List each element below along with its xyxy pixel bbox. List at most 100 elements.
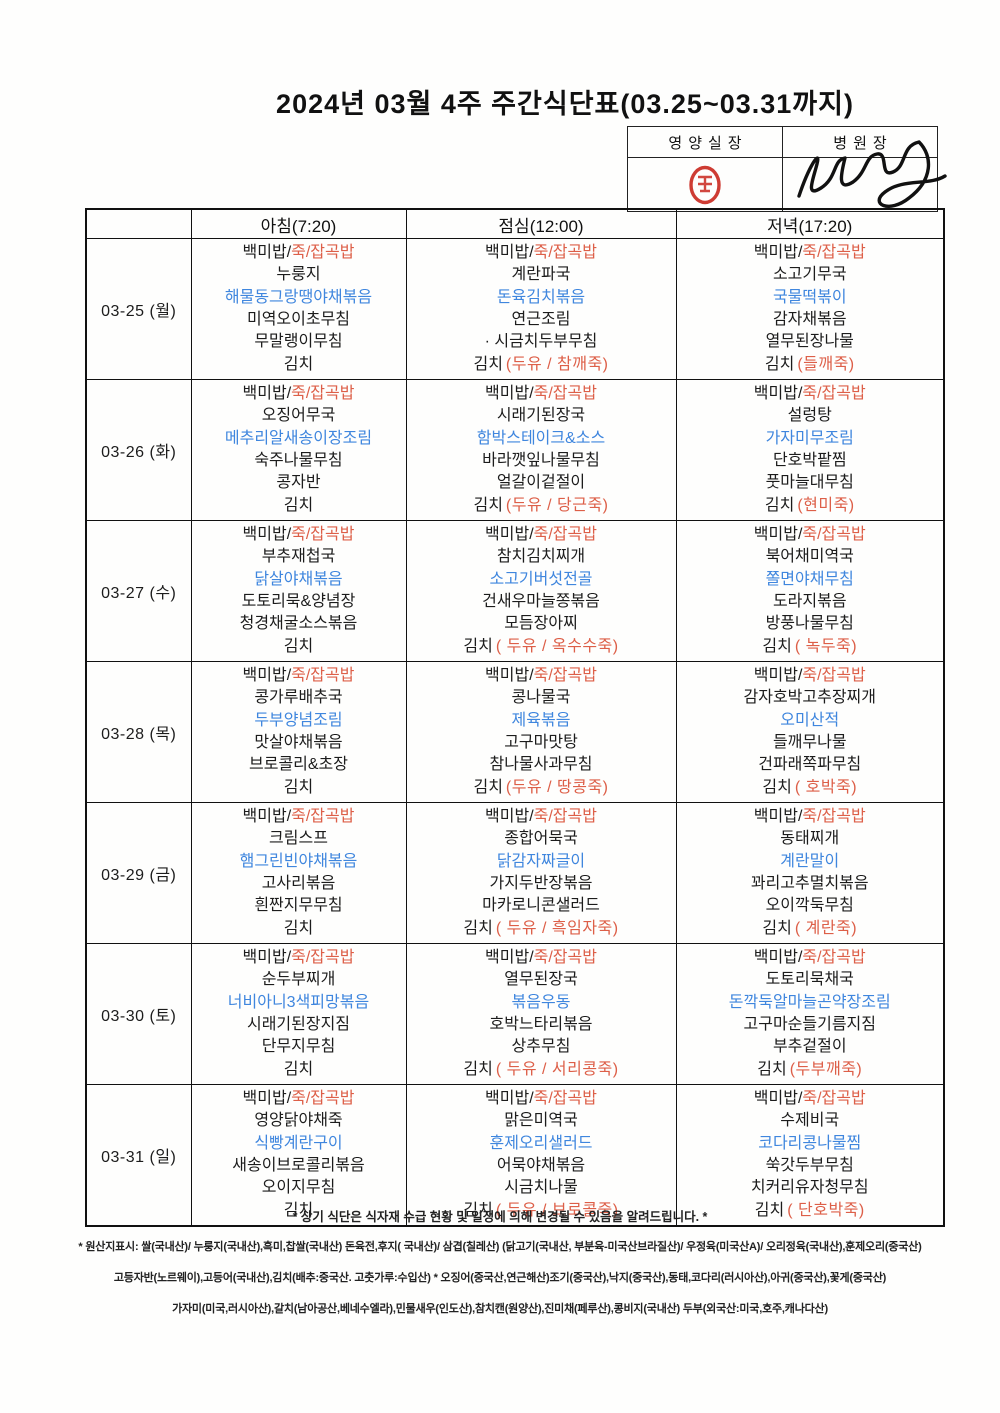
kimchi-label: 김치 bbox=[283, 637, 314, 655]
lunch-menu-cell: 백미밥/죽/잡곡밥 콩나물국 제육볶음 고구마맛탕 참나물사과무침 김치 (두유 / 땅콩죽… bbox=[405, 661, 677, 803]
kimchi-label: 김치 bbox=[463, 1201, 493, 1219]
table-row: 03-25 (월) 백미밥/죽/잡곡밥 누룽지 해물동그랑땡야채볶음 미역오이초무침 무말… bbox=[85, 238, 945, 380]
menu-item: 가지두반장볶음 bbox=[489, 875, 593, 892]
rice-label: 백미밥/ bbox=[485, 666, 534, 684]
kimchi-label: 김치 bbox=[473, 778, 503, 796]
menu-item: 치커리유자청무침 bbox=[750, 1179, 869, 1197]
main-dish-item: 해물동그랑땡야채볶음 bbox=[224, 288, 373, 306]
menu-item: · 시금치두부무침 bbox=[484, 333, 598, 351]
menu-item: 순두부찌개 bbox=[261, 971, 336, 989]
rice-stamp-label: 죽/잡곡밥 bbox=[802, 948, 866, 966]
table-header-row: 아침(7:20) 점심(12:00) 저녁(17:20) bbox=[85, 208, 945, 239]
menu-item: 새송이브로콜리볶음 bbox=[232, 1157, 365, 1174]
kimchi-line: 김치( 호박죽) bbox=[677, 777, 944, 799]
rice-stamp-label: 죽/잡곡밥 bbox=[802, 384, 866, 402]
day-label: 03-29 (금) bbox=[85, 802, 192, 944]
rice-label: 백미밥/ bbox=[242, 384, 292, 402]
kimchi-porridge-note: ( 계란죽) bbox=[794, 919, 858, 937]
kimchi-line: 김치 (현미죽) bbox=[677, 495, 944, 517]
rice-line: 백미밥/죽/잡곡밥 bbox=[407, 1088, 676, 1110]
dinner-menu-cell: 백미밥/죽/잡곡밥 도토리묵채국 돈깍둑알마늘곤약장조림 고구마순들기름지짐 부추겉절이… bbox=[675, 943, 945, 1085]
origin-note-line: * 원산지표시: 쌀(국내산)/ 누룽지(국내산),흑미,찹쌀(국내산) 돈육전… bbox=[78, 1241, 922, 1253]
menu-item: 시금치나물 bbox=[504, 1179, 578, 1197]
day-label: 03-31 (일) bbox=[85, 1084, 192, 1227]
kimchi-porridge-note: ( 단호박죽) bbox=[787, 1201, 865, 1219]
kimchi-label: 김치 bbox=[473, 355, 503, 373]
main-dish-item: 가자미무조림 bbox=[765, 429, 854, 447]
kimchi-line: 김치 bbox=[192, 918, 406, 940]
day-label: 03-28 (목) bbox=[85, 661, 192, 803]
kimchi-porridge-note: ( 두유 / 옥수수죽) bbox=[495, 637, 619, 655]
menu-item: 수제비국 bbox=[780, 1112, 840, 1130]
menu-item: 쑥갓두부무침 bbox=[765, 1157, 854, 1174]
kimchi-label: 김치 bbox=[762, 778, 792, 796]
kimchi-label: 김치 bbox=[762, 637, 792, 655]
menu-item: 연근조림 bbox=[511, 311, 571, 328]
rice-line: 백미밥/죽/잡곡밥 bbox=[407, 806, 676, 828]
rice-line: 백미밥/죽/잡곡밥 bbox=[407, 947, 676, 969]
table-row: 03-29 (금) 백미밥/죽/잡곡밥 크림스프 햄그린빈야채볶음 고사리볶음 흰짠지무무… bbox=[85, 802, 945, 944]
rice-stamp-label: 죽/잡곡밥 bbox=[533, 525, 597, 543]
menu-item: 어묵야채볶음 bbox=[496, 1157, 586, 1174]
menu-item: 맑은미역국 bbox=[504, 1112, 578, 1130]
rice-line: 백미밥/죽/잡곡밥 bbox=[407, 242, 676, 264]
kimchi-line: 김치 (들깨죽) bbox=[677, 354, 944, 376]
menu-item: 청경채굴소스볶음 bbox=[239, 615, 358, 633]
lunch-menu-cell: 백미밥/죽/잡곡밥 계란파국 돈육김치볶음 연근조림 · 시금치두부무침 김치 (두유 / … bbox=[405, 238, 677, 380]
rice-stamp-label: 죽/잡곡밥 bbox=[291, 243, 355, 261]
menu-item: 계란파국 bbox=[511, 266, 571, 284]
kimchi-porridge-note: (두유 / 참깨죽) bbox=[505, 355, 609, 373]
rice-stamp-label: 죽/잡곡밥 bbox=[291, 666, 355, 684]
rice-label: 백미밥/ bbox=[753, 384, 803, 402]
menu-item: 도라지볶음 bbox=[772, 593, 847, 610]
dinner-menu-cell: 백미밥/죽/잡곡밥 동태찌개 계란말이 꽈리고추멸치볶음 오이깍둑무침 김치( 계란죽) bbox=[675, 802, 945, 944]
rice-line: 백미밥/죽/잡곡밥 bbox=[407, 665, 676, 687]
menu-item: 오이지무침 bbox=[261, 1179, 336, 1197]
menu-item: 맛살야채볶음 bbox=[254, 734, 343, 751]
rice-stamp-label: 죽/잡곡밥 bbox=[533, 807, 597, 825]
rice-stamp-label: 죽/잡곡밥 bbox=[533, 666, 597, 684]
menu-item: 크림스프 bbox=[269, 830, 328, 848]
rice-line: 백미밥/죽/잡곡밥 bbox=[677, 383, 944, 405]
kimchi-line: 김치( 두유 / 옥수수죽) bbox=[407, 636, 676, 658]
kimchi-label: 김치 bbox=[283, 1201, 314, 1219]
main-dish-item: 두부양념조림 bbox=[254, 711, 343, 729]
lunch-menu-cell: 백미밥/죽/잡곡밥 열무된장국 볶음우동 호박느타리볶음 상추무침 김치( 두유 / 서리… bbox=[405, 943, 677, 1085]
rice-stamp-label: 죽/잡곡밥 bbox=[802, 807, 866, 825]
kimchi-line: 김치 bbox=[192, 354, 406, 376]
kimchi-porridge-note: (현미죽) bbox=[797, 496, 855, 514]
kimchi-line: 김치( 두유 / 브로콜죽) bbox=[407, 1200, 676, 1222]
rice-stamp-label: 죽/잡곡밥 bbox=[802, 1089, 866, 1107]
menu-item: 얼갈이겉절이 bbox=[496, 474, 586, 492]
rice-label: 백미밥/ bbox=[485, 1089, 534, 1107]
kimchi-porridge-note: (두유 / 당근죽) bbox=[505, 496, 609, 514]
origin-note-line: 가자미(미국,러시아산),갈치(남아공산,베네수엘라),민물새우(인도산),참치… bbox=[172, 1303, 828, 1315]
rice-line: 백미밥/죽/잡곡밥 bbox=[192, 947, 406, 969]
rice-stamp-label: 죽/잡곡밥 bbox=[291, 948, 355, 966]
kimchi-porridge-note: ( 두유 / 브로콜죽) bbox=[495, 1201, 619, 1219]
dinner-menu-cell: 백미밥/죽/잡곡밥 수제비국 코다리콩나물찜 쑥갓두부무침 치커리유자청무침 김치( 단호… bbox=[675, 1084, 945, 1227]
menu-item: 소고기무국 bbox=[772, 266, 847, 284]
page-title: 2024년 03월 4주 주간식단표(03.25~03.31까지) bbox=[276, 89, 854, 119]
kimchi-line: 김치( 두유 / 흑임자죽) bbox=[407, 918, 676, 940]
weekly-menu-table: 아침(7:20) 점심(12:00) 저녁(17:20) 03-25 (월) 백미… bbox=[85, 208, 945, 1227]
kimchi-porridge-note: ( 호박죽) bbox=[794, 778, 858, 796]
kimchi-line: 김치 (두유 / 참깨죽) bbox=[407, 354, 676, 376]
menu-item: 단무지무침 bbox=[261, 1038, 336, 1056]
lunch-menu-cell: 백미밥/죽/잡곡밥 시래기된장국 함박스테이크&소스 바라깻잎나물무침 얼갈이겉절이 김치… bbox=[405, 379, 677, 521]
menu-item: 콩자반 bbox=[276, 474, 321, 492]
kimchi-line: 김치( 두유 / 서리콩죽) bbox=[407, 1059, 676, 1081]
rice-line: 백미밥/죽/잡곡밥 bbox=[677, 242, 944, 264]
menu-item: 누룽지 bbox=[276, 266, 321, 284]
kimchi-porridge-note: ( 두유 / 흑임자죽) bbox=[495, 919, 619, 937]
main-dish-item: 닭감자짜글이 bbox=[496, 852, 586, 870]
menu-item: 풋마늘대무침 bbox=[765, 474, 854, 492]
kimchi-label: 김치 bbox=[463, 1060, 493, 1078]
rice-label: 백미밥/ bbox=[242, 948, 292, 966]
menu-item: 숙주나물무침 bbox=[254, 452, 343, 469]
rice-stamp-label: 죽/잡곡밥 bbox=[533, 948, 597, 966]
rice-label: 백미밥/ bbox=[753, 525, 803, 543]
main-dish-item: 돈깍둑알마늘곤약장조림 bbox=[728, 993, 891, 1011]
rice-label: 백미밥/ bbox=[485, 525, 534, 543]
rice-line: 백미밥/죽/잡곡밥 bbox=[192, 242, 406, 264]
